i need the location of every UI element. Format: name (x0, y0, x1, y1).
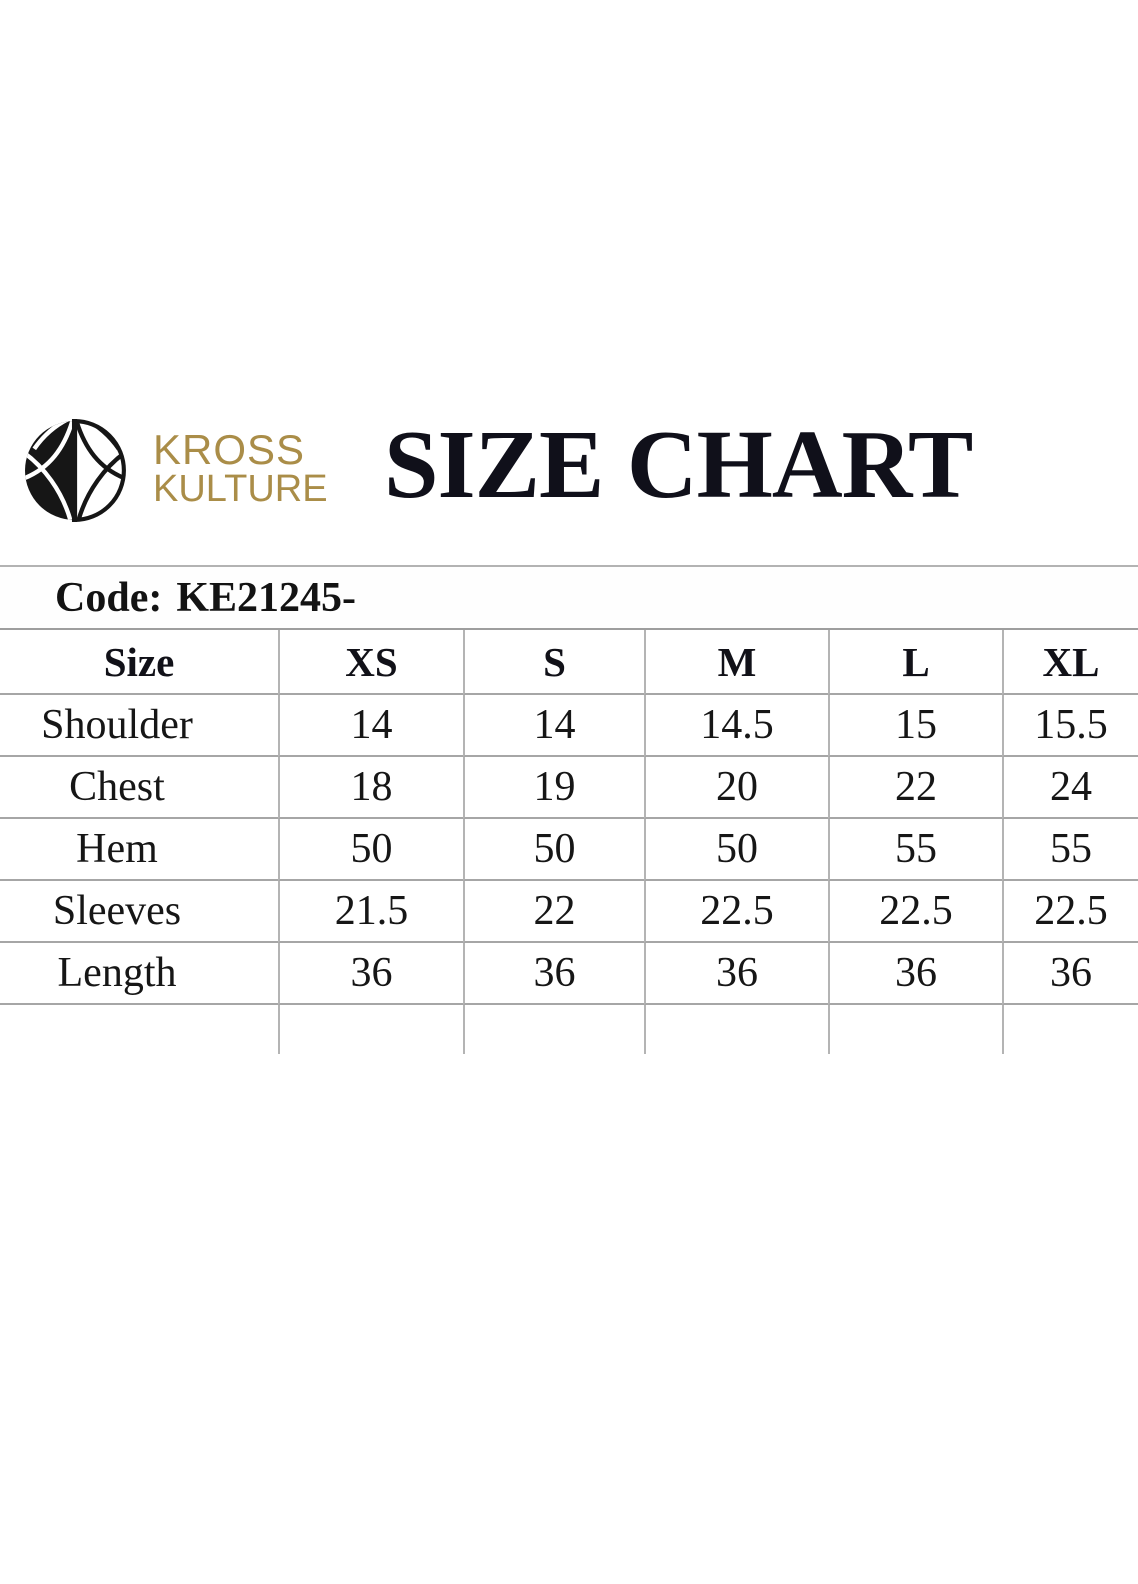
value-cell: 50 (644, 819, 828, 881)
code-label: Code: (55, 574, 163, 621)
empty-cell (828, 1005, 1002, 1054)
brand-wordmark-line2: KULTURE (153, 468, 328, 510)
empty-cell (278, 1005, 463, 1054)
row-label-chest: Chest (0, 757, 278, 819)
row-label-length: Length (0, 943, 278, 1005)
header-l: L (828, 630, 1002, 695)
header-m: M (644, 630, 828, 695)
empty-cell (0, 1005, 278, 1054)
value-cell: 22 (463, 881, 644, 943)
value-cell: 55 (828, 819, 1002, 881)
code-value: KE21245- (176, 574, 356, 621)
brand-wordmark: KROSS KULTURE (153, 426, 328, 510)
empty-cell (463, 1005, 644, 1054)
value-cell: 36 (278, 943, 463, 1005)
value-cell: 36 (1002, 943, 1138, 1005)
value-cell: 14.5 (644, 695, 828, 757)
value-cell: 20 (644, 757, 828, 819)
value-cell: 22 (828, 757, 1002, 819)
value-cell: 21.5 (278, 881, 463, 943)
value-cell: 18 (278, 757, 463, 819)
value-cell: 22.5 (1002, 881, 1138, 943)
value-cell: 50 (463, 819, 644, 881)
value-cell: 22.5 (644, 881, 828, 943)
value-cell: 14 (463, 695, 644, 757)
row-label-sleeves: Sleeves (0, 881, 278, 943)
row-label-shoulder: Shoulder (0, 695, 278, 757)
value-cell: 24 (1002, 757, 1138, 819)
value-cell: 22.5 (828, 881, 1002, 943)
value-cell: 15 (828, 695, 1002, 757)
code-row: Code: KE21245- (0, 565, 1138, 630)
empty-cell (644, 1005, 828, 1054)
header-xs: XS (278, 630, 463, 695)
value-cell: 14 (278, 695, 463, 757)
value-cell: 36 (644, 943, 828, 1005)
header-s: S (463, 630, 644, 695)
value-cell: 15.5 (1002, 695, 1138, 757)
value-cell: 36 (828, 943, 1002, 1005)
value-cell: 50 (278, 819, 463, 881)
page-title: SIZE CHART (384, 411, 973, 519)
value-cell: 55 (1002, 819, 1138, 881)
value-cell: 19 (463, 757, 644, 819)
kross-kulture-logo-icon (25, 419, 126, 522)
row-label-hem: Hem (0, 819, 278, 881)
header-xl: XL (1002, 630, 1138, 695)
brand-wordmark-line1: KROSS (153, 426, 306, 473)
header-size: Size (0, 630, 278, 695)
value-cell: 36 (463, 943, 644, 1005)
size-table: Size XS S M L XL Shoulder 14 14 14.5 15 … (0, 630, 1138, 1054)
empty-cell (1002, 1005, 1138, 1054)
